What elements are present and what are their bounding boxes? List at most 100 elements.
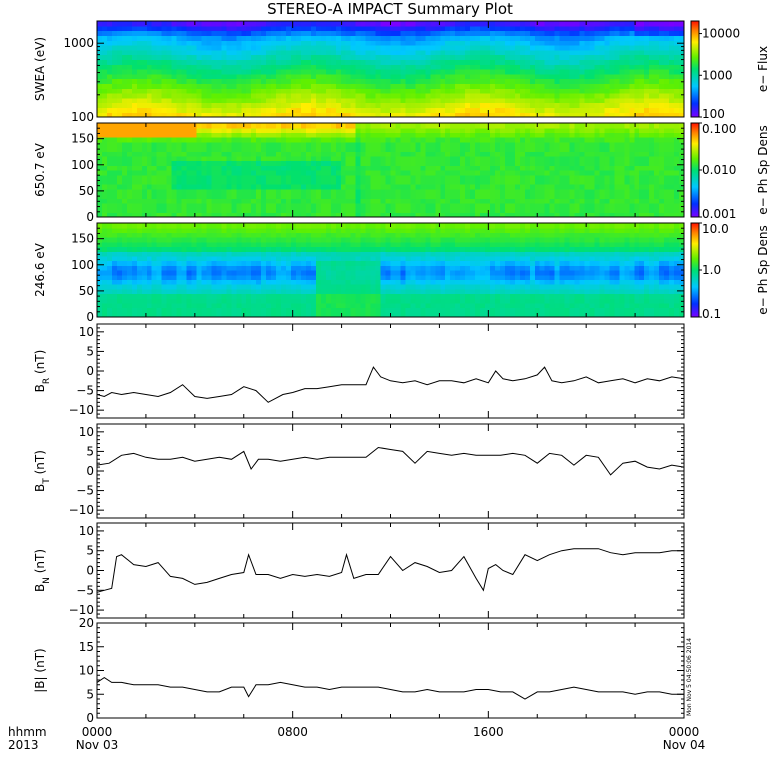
- spectrogram-cell: [509, 21, 516, 27]
- spectrogram-cell: [659, 93, 665, 99]
- spectrogram-cell: [634, 93, 640, 99]
- spectrogram-cell: [654, 170, 660, 176]
- spectrogram-cell: [589, 127, 596, 133]
- spectrogram-cell: [614, 193, 620, 199]
- spectrogram-cell: [370, 107, 377, 113]
- spectrogram-cell: [639, 54, 645, 60]
- spectrogram-cell: [330, 141, 337, 148]
- spectrogram-cell: [320, 30, 327, 36]
- spectrogram-cell: [276, 212, 282, 218]
- spectrogram-cell: [395, 83, 402, 89]
- spectrogram-cell: [659, 21, 665, 27]
- spectrogram-cell: [161, 102, 168, 108]
- spectrogram-cell: [300, 212, 307, 218]
- spectrogram-cell: [206, 54, 213, 60]
- spectrogram-cell: [475, 198, 481, 204]
- spectrogram-cell: [291, 155, 297, 162]
- spectrogram-cell: [291, 132, 297, 138]
- spectrogram-cell: [221, 35, 227, 41]
- spectrogram-cell: [664, 93, 670, 99]
- spectrogram-cell: [380, 202, 387, 209]
- spectrogram-cell: [410, 73, 416, 80]
- spectrogram-cell: [614, 151, 620, 157]
- spectrogram-cell: [315, 73, 322, 80]
- spectrogram-cell: [350, 207, 357, 213]
- spectrogram-cell: [649, 64, 655, 70]
- spectrogram-cell: [539, 127, 546, 133]
- spectrogram-cell: [136, 146, 143, 152]
- spectrogram-cell: [614, 170, 620, 176]
- spectrogram-cell: [325, 165, 332, 171]
- spectrogram-cell: [445, 212, 451, 218]
- spectrogram-cell: [186, 102, 193, 108]
- spectrogram-cell: [629, 127, 635, 133]
- spectrogram-cell: [465, 97, 471, 104]
- spectrogram-cell: [350, 59, 357, 65]
- spectrogram-cell: [146, 102, 153, 108]
- spectrogram-cell: [355, 112, 362, 118]
- spectrogram-cell: [544, 193, 551, 199]
- spectrogram-cell: [325, 123, 332, 129]
- spectrogram-cell: [101, 49, 108, 56]
- spectrogram-cell: [435, 188, 441, 195]
- spectrogram-cell: [514, 83, 521, 89]
- spectrogram-cell: [644, 49, 650, 56]
- spectrogram-cell: [305, 102, 312, 108]
- spectrogram-cell: [141, 160, 148, 166]
- spectrogram-cell: [310, 188, 317, 195]
- spectrogram-cell: [271, 179, 277, 185]
- spectrogram-cell: [256, 165, 262, 171]
- spectrogram-cell: [589, 69, 596, 75]
- spectrogram-cell: [106, 40, 113, 46]
- spectrogram-cell: [659, 73, 665, 80]
- spectrogram-cell: [564, 132, 571, 138]
- spectrogram-cell: [544, 151, 551, 157]
- spectrogram-cell: [261, 49, 267, 56]
- spectrogram-cell: [161, 97, 168, 104]
- spectrogram-cell: [335, 132, 342, 138]
- spectrogram-cell: [524, 179, 531, 185]
- spectrogram-cell: [251, 97, 257, 104]
- spectrogram-cell: [664, 184, 670, 190]
- spectrogram-cell: [569, 198, 576, 204]
- spectrogram-cell: [624, 112, 630, 118]
- spectrogram-cell: [211, 25, 217, 32]
- spectrogram-cell: [609, 49, 615, 56]
- spectrogram-cell: [584, 97, 591, 104]
- spectrogram-cell: [291, 59, 297, 65]
- spectrogram-cell: [390, 97, 397, 104]
- spectrogram-cell: [291, 170, 297, 176]
- spectrogram-cell: [604, 146, 610, 152]
- spectrogram-cell: [315, 160, 322, 166]
- spectrogram-cell: [549, 102, 556, 108]
- spectrogram-cell: [609, 165, 615, 171]
- spectrogram-cell: [499, 102, 506, 108]
- spectrogram-cell: [181, 155, 188, 162]
- spectrogram-cell: [335, 137, 342, 143]
- spectrogram-cell: [116, 35, 123, 41]
- spectrogram-cell: [564, 35, 571, 41]
- spectrogram-cell: [390, 184, 397, 190]
- spectrogram-cell: [654, 202, 660, 209]
- spectrogram-cell: [241, 132, 247, 138]
- spectrogram-cell: [435, 123, 441, 129]
- spectrogram-cell: [251, 54, 257, 60]
- spectrogram-cell: [504, 88, 511, 94]
- spectrogram-cell: [529, 97, 536, 104]
- spectrogram-cell: [256, 184, 262, 190]
- spectrogram-cell: [385, 170, 392, 176]
- spectrogram-cell: [410, 112, 416, 118]
- spectrogram-cell: [400, 25, 407, 32]
- spectrogram-cell: [261, 93, 267, 99]
- spectrogram-cell: [151, 123, 158, 129]
- spectrogram-cell: [141, 141, 148, 148]
- spectrogram-cell: [241, 198, 247, 204]
- spectrogram-cell: [475, 202, 481, 209]
- spectrogram-cell: [231, 212, 237, 218]
- spectrogram-cell: [460, 141, 466, 148]
- spectrogram-cell: [241, 40, 247, 46]
- spectrogram-cell: [151, 69, 158, 75]
- spectrogram-cell: [360, 83, 367, 89]
- spectrogram-cell: [141, 73, 148, 80]
- spectrogram-cell: [674, 165, 680, 171]
